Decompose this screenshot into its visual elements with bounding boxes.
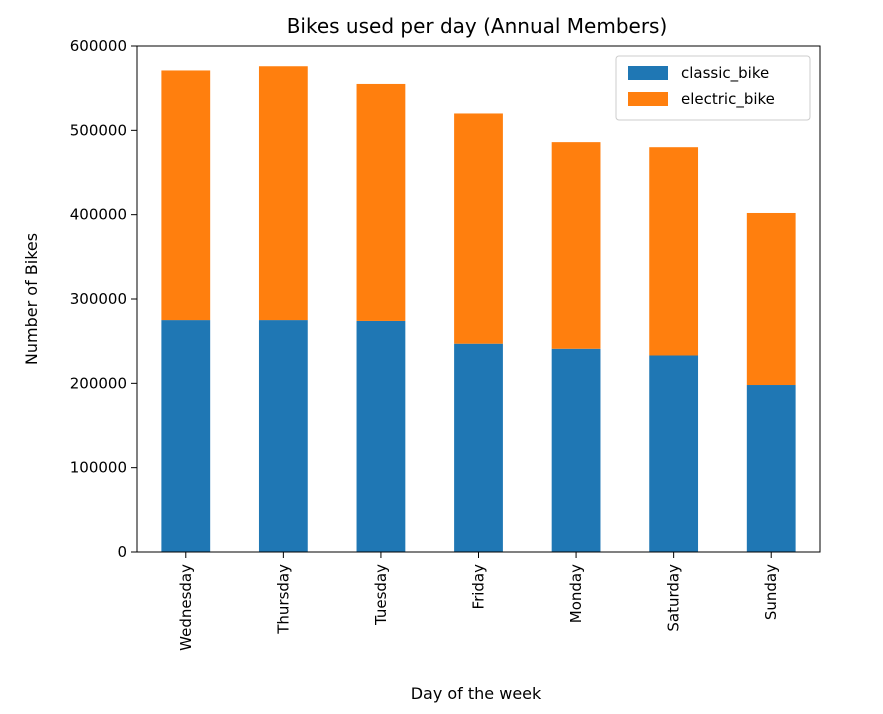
legend-swatch-classic-bike	[628, 66, 668, 80]
x-tick-label-monday: Monday	[567, 564, 585, 623]
bar-electric-bike-monday	[551, 142, 601, 349]
x-tick-label-saturday: Saturday	[665, 564, 683, 632]
bar-electric-bike-saturday	[649, 147, 699, 356]
y-tick-label: 200000	[70, 374, 127, 392]
bar-electric-bike-thursday	[258, 66, 308, 321]
bar-classic-bike-wednesday	[161, 320, 211, 552]
legend-swatch-electric-bike	[628, 92, 668, 106]
x-tick-label-thursday: Thursday	[274, 564, 292, 635]
y-tick-label: 0	[117, 543, 127, 561]
x-axis-label: Day of the week	[411, 684, 542, 703]
y-tick-label: 400000	[70, 206, 127, 224]
legend-label-classic-bike: classic_bike	[681, 64, 769, 83]
y-tick-label: 300000	[70, 290, 127, 308]
plot-area: 0 100000 200000 300000 400000 500000 600000 Wed…	[70, 37, 821, 651]
bar-classic-bike-friday	[454, 343, 503, 552]
x-tick-label-sunday: Sunday	[762, 564, 780, 620]
bar-electric-bike-tuesday	[356, 83, 406, 321]
x-tick-label-tuesday: Tuesday	[372, 564, 390, 626]
bar-electric-bike-friday	[454, 113, 503, 344]
bar-classic-bike-sunday	[746, 385, 796, 552]
x-tick-label-friday: Friday	[470, 564, 488, 610]
y-tick-label: 100000	[70, 459, 127, 477]
bar-classic-bike-monday	[551, 348, 601, 552]
chart-title: Bikes used per day (Annual Members)	[287, 14, 668, 38]
y-axis-label: Number of Bikes	[22, 233, 41, 365]
legend-label-electric-bike: electric_bike	[681, 90, 775, 109]
bar-classic-bike-saturday	[649, 355, 699, 552]
y-tick-label: 500000	[70, 121, 127, 139]
bar-electric-bike-wednesday	[161, 70, 211, 321]
bar-electric-bike-sunday	[746, 212, 796, 386]
y-tick-label: 600000	[70, 37, 127, 55]
x-tick-label-wednesday: Wednesday	[177, 564, 195, 651]
bar-classic-bike-thursday	[258, 320, 308, 552]
bar-classic-bike-tuesday	[356, 320, 406, 552]
